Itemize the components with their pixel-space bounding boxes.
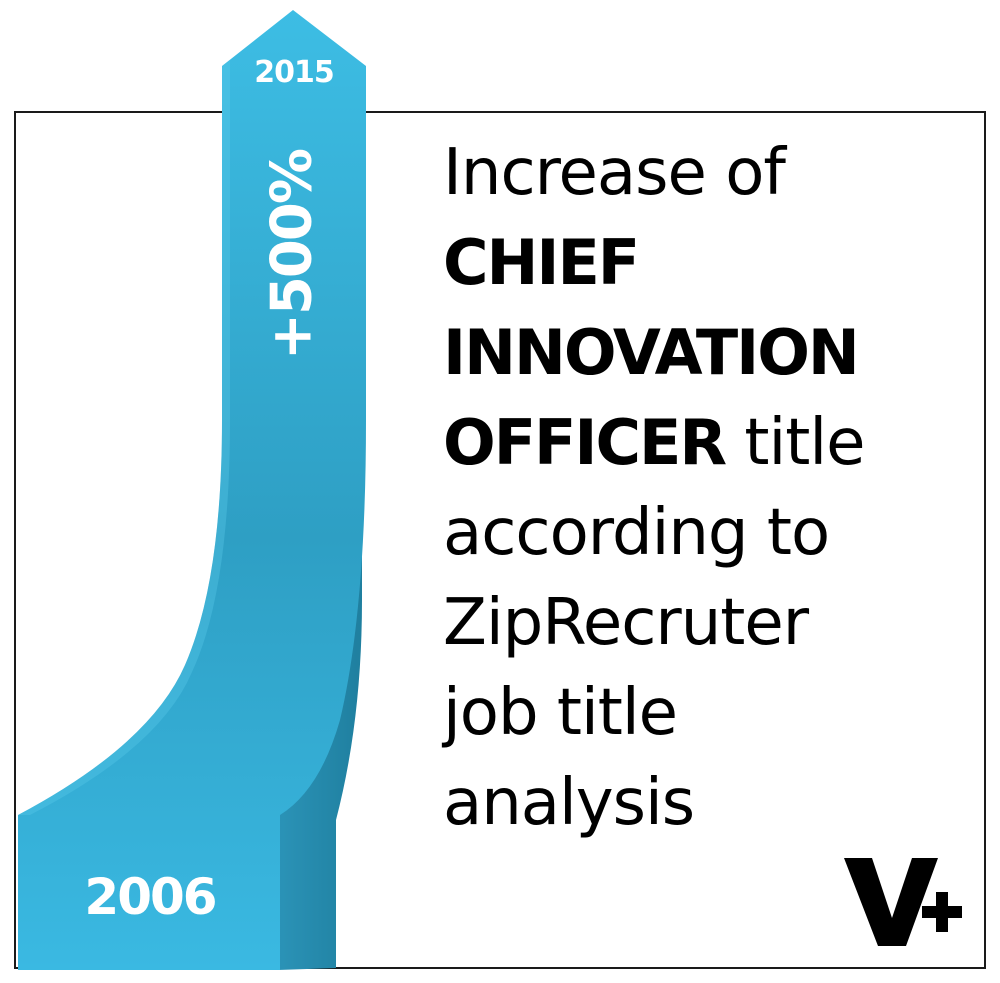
headline-line-4: OFFICER title [443,398,983,488]
headline-line-1: Increase of [443,136,786,210]
headline-line-2: CHIEF [443,226,640,299]
headline-line-8: analysis [443,766,695,840]
headline-line-4-rest: title [725,406,865,480]
headline: Increase of CHIEF INNOVATION OFFICER tit… [443,128,983,848]
headline-line-3: INNOVATION [443,316,860,389]
end-year-label: 2015 [254,55,335,90]
arrow-front-face [18,10,366,970]
headline-line-4-bold: OFFICER [443,406,727,479]
start-year-label: 2006 [84,868,217,926]
headline-line-5: according to [443,496,830,570]
v-plus-logo-icon [844,858,962,946]
headline-line-6: ZipRecruter [443,586,809,660]
increase-label: +500% [259,150,325,360]
headline-line-7: job title [443,676,678,750]
frame-border [14,111,986,969]
